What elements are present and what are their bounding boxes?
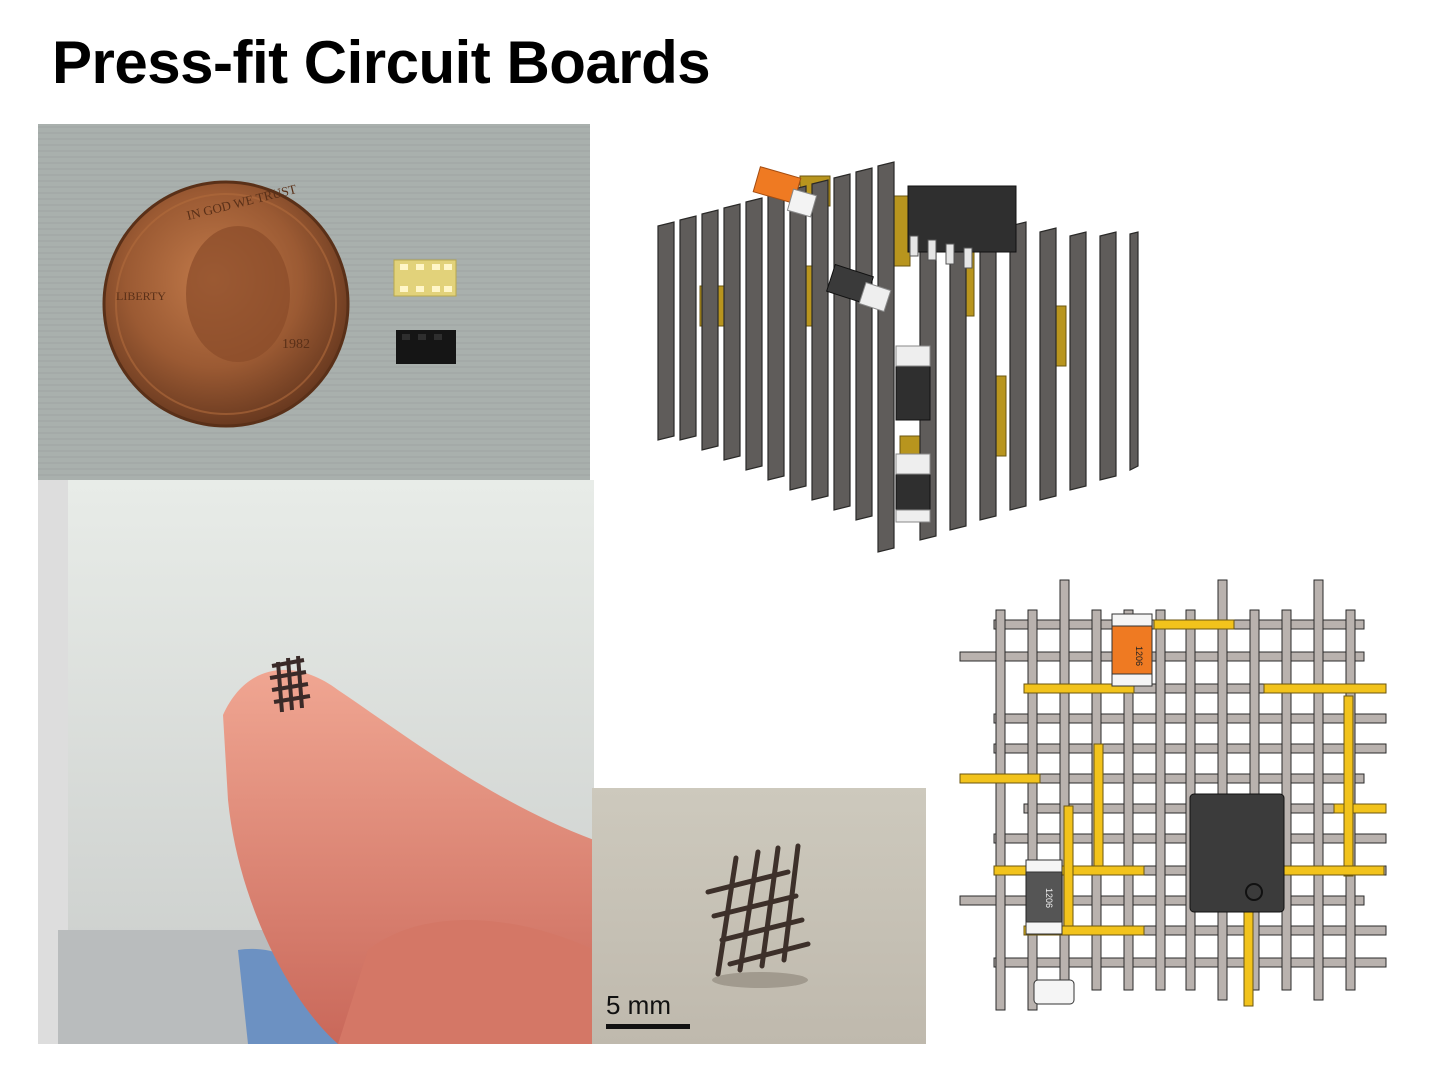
penny-photo: IN GOD WE TRUST LIBERTY 1982 (38, 124, 590, 480)
copper-traces (959, 619, 1387, 1007)
ic-chip-top (1189, 793, 1285, 913)
second-finger (338, 920, 594, 1044)
coin-liberty: LIBERTY (116, 289, 166, 303)
cube-render-canvas (640, 136, 1140, 578)
scale-bar-label: 5 mm (606, 990, 671, 1020)
small-pad-component (1033, 979, 1075, 1005)
top-view-canvas: 1206 1206 (954, 576, 1394, 1012)
finger-photo-canvas (38, 480, 594, 1044)
finger-photo (38, 480, 594, 1044)
scale-bar (606, 1024, 690, 1029)
standing-lattice-photo (592, 788, 926, 1044)
board-plates (657, 161, 1139, 553)
gray-component-label: 1206 (1044, 888, 1054, 908)
pin1-marker (1245, 883, 1263, 901)
slide-title: Press-fit Circuit Boards (52, 29, 711, 96)
ic-chip (907, 185, 1017, 253)
lattice-on-finger (269, 655, 311, 713)
coin-year: 1982 (282, 337, 310, 352)
orange-component-label: 1206 (1134, 646, 1144, 666)
penny-photo-canvas: IN GOD WE TRUST LIBERTY 1982 (38, 124, 590, 480)
lincoln-portrait (186, 226, 290, 362)
ic-pins (909, 235, 973, 269)
standing-lattice (705, 843, 811, 977)
standing-lattice-canvas (592, 788, 926, 1044)
cube-render (640, 136, 1140, 578)
top-view-render: 1206 1206 (954, 576, 1394, 1012)
